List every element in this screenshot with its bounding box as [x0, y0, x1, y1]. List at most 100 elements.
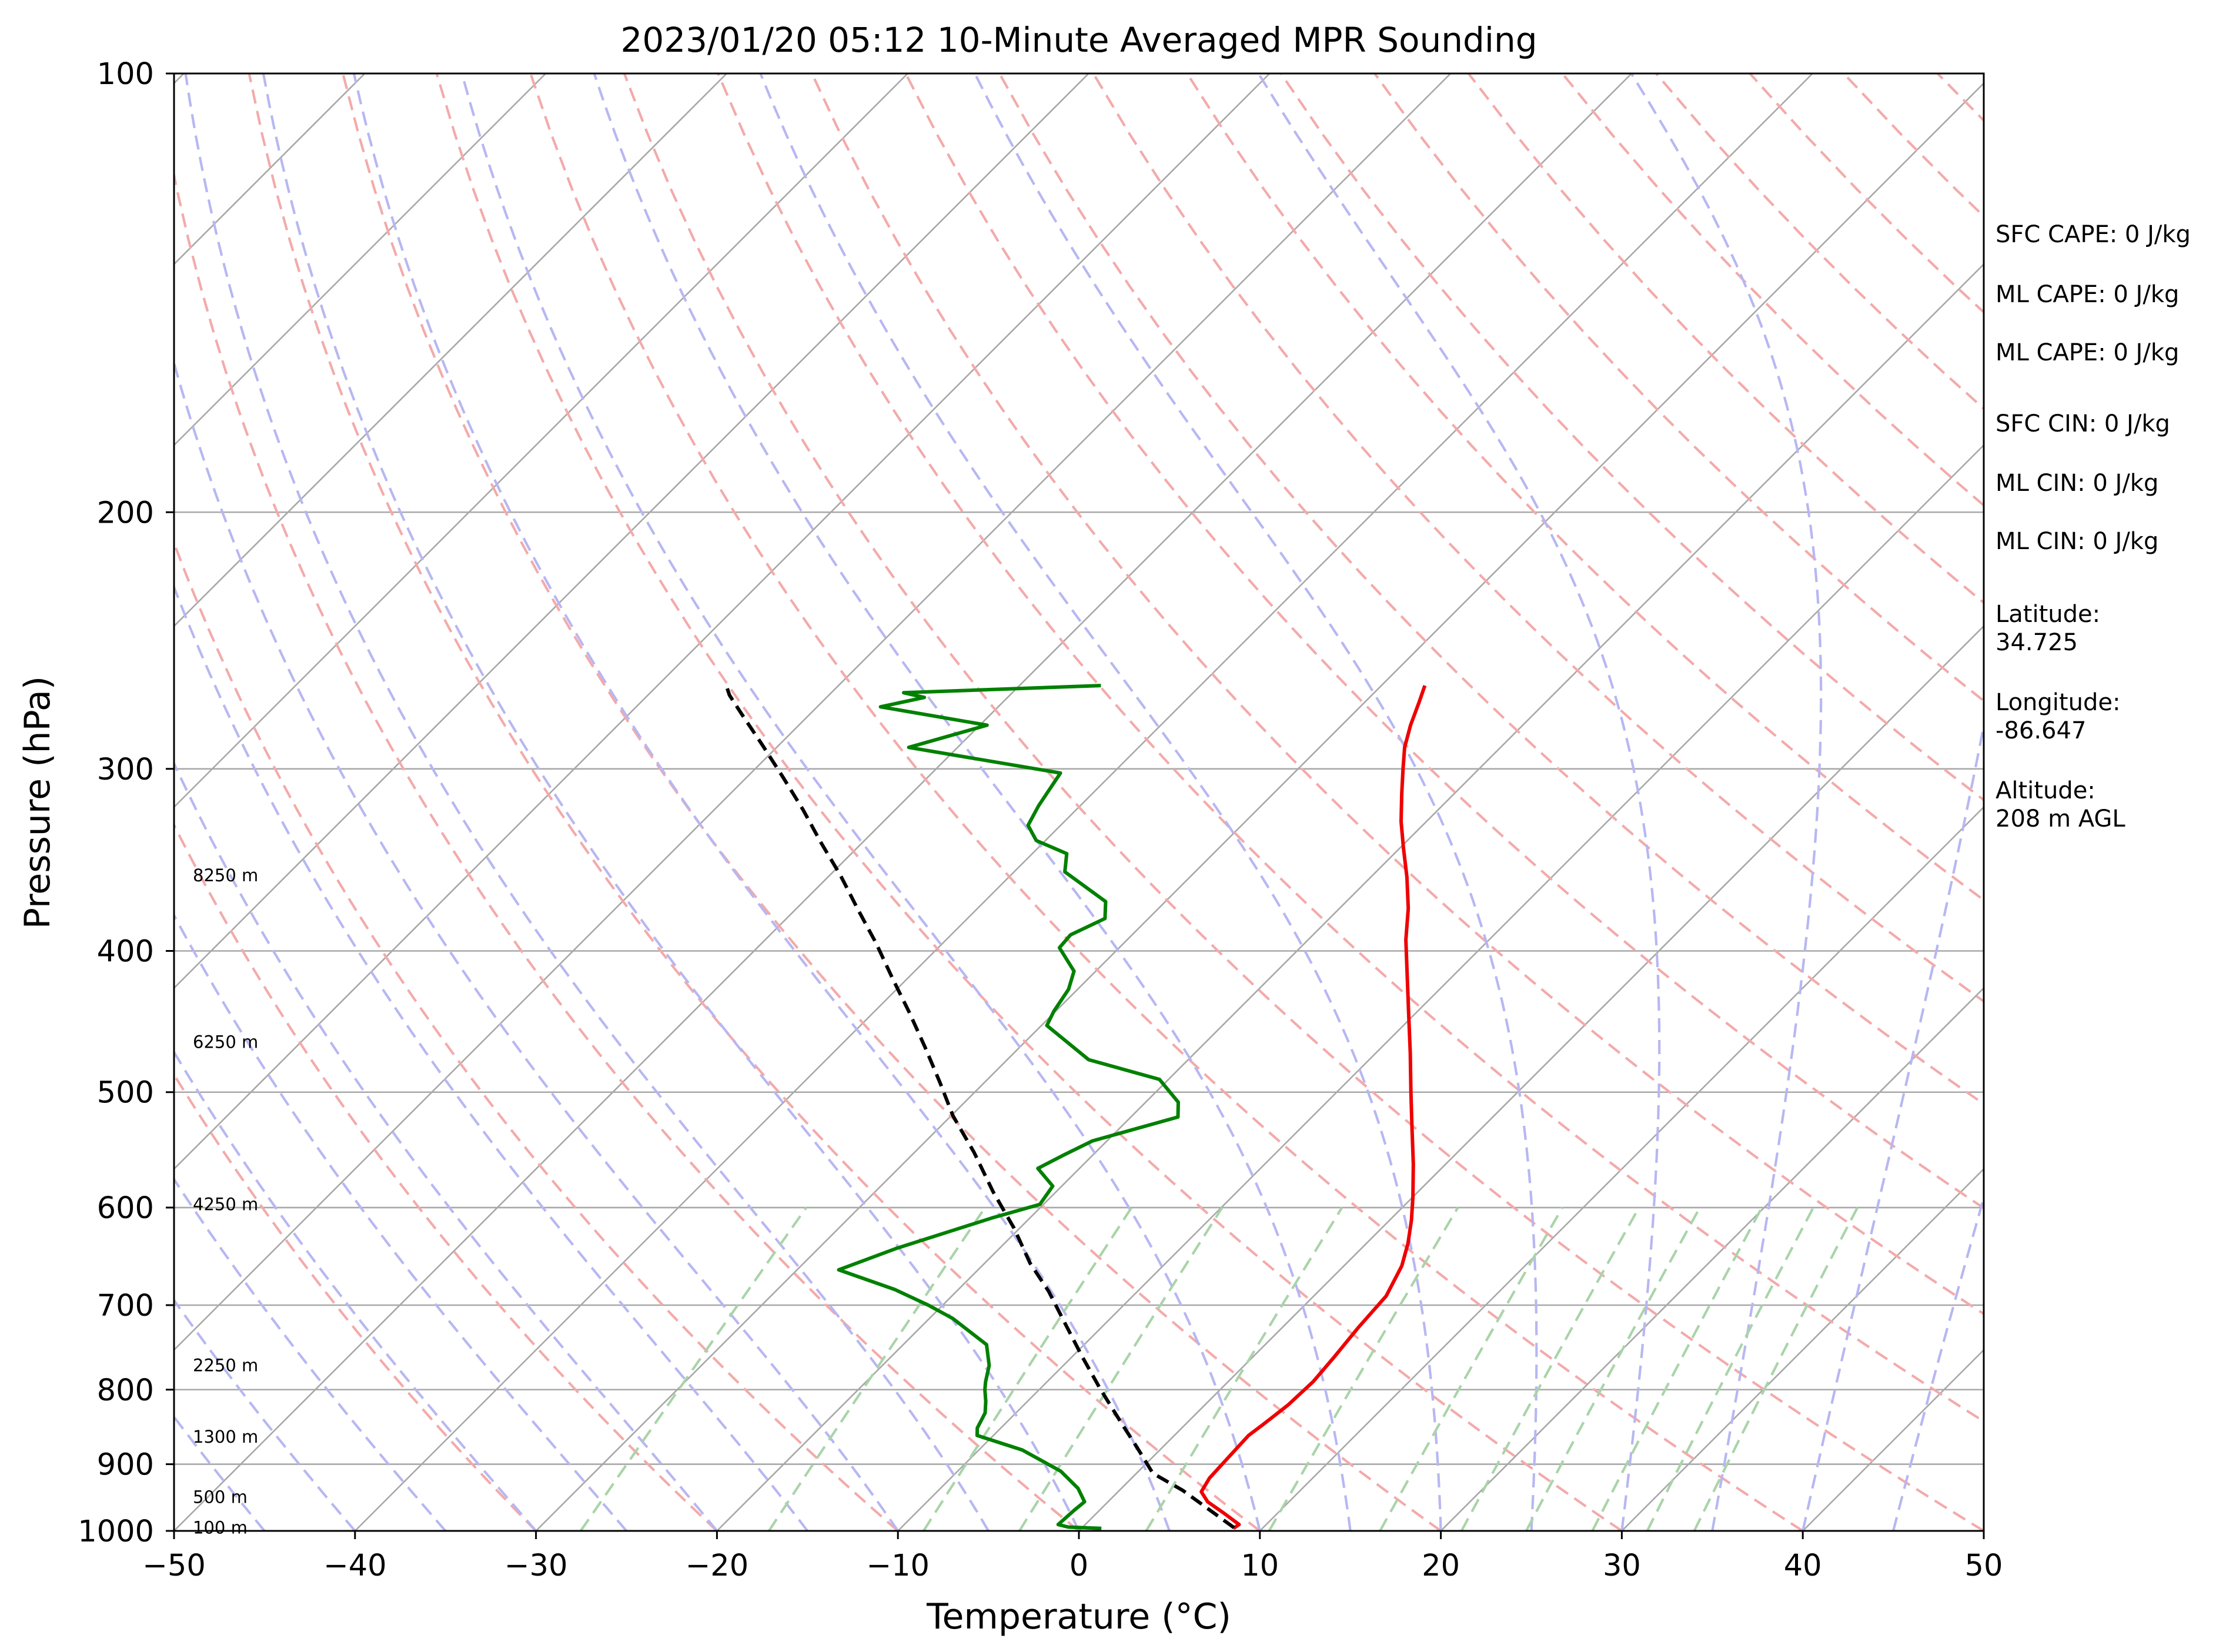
dry-adiabat-line	[529, 73, 1804, 1531]
y-tick-label: 500	[97, 1076, 154, 1111]
isotherm-line	[1440, 986, 1984, 1531]
moist-adiabat-line	[1257, 73, 1661, 1531]
y-tick-label: 100	[97, 57, 154, 92]
dry-adiabat-line	[174, 539, 899, 1531]
isotherm-line	[174, 73, 908, 808]
height-label: 1300 m	[193, 1427, 258, 1447]
temperature-trace	[1199, 685, 1427, 1530]
chart-title: 2023/01/20 05:12 10-Minute Averaged MPR …	[620, 20, 1537, 60]
dry-adiabat-line	[174, 1072, 537, 1531]
mixing-ratio-line	[579, 1206, 808, 1531]
sounding-index-text: ML CIN: 0 J/kg	[1996, 470, 2158, 497]
sounding-index-text: Altitude: 208 m AGL	[1996, 777, 2125, 832]
mixing-ratio-line	[1145, 1206, 1343, 1531]
y-axis-label: Pressure (hPa)	[17, 676, 58, 929]
dry-adiabat-line	[1092, 73, 1984, 1003]
x-tick-label: 10	[1241, 1549, 1279, 1583]
dry-adiabat-line	[1373, 73, 1984, 703]
isotherm-line	[1078, 625, 1984, 1531]
mixing-ratio-line	[923, 1206, 1133, 1531]
moist-adiabat-line	[184, 73, 990, 1531]
moist-adiabat-line	[352, 73, 1171, 1531]
moist-adiabat-line	[174, 1414, 266, 1531]
x-tick-label: −20	[686, 1549, 749, 1583]
mixing-ratio-line	[1268, 1206, 1459, 1531]
sounding-index-text: Latitude: 34.725	[1996, 601, 2100, 656]
moist-adiabat-line	[174, 1177, 447, 1531]
height-label: 4250 m	[193, 1195, 258, 1215]
moist-adiabat-line	[174, 583, 808, 1531]
moist-adiabat-line	[174, 359, 899, 1531]
dry-adiabat-line	[1279, 73, 1984, 802]
y-tick-label: 200	[97, 496, 154, 530]
mixing-ratio-line	[1379, 1206, 1564, 1531]
moist-adiabat-line	[460, 73, 1261, 1531]
isotherm-line	[716, 263, 1984, 1531]
dry-adiabat-line	[811, 73, 1984, 1316]
y-tick-label: 1000	[78, 1514, 154, 1549]
dry-adiabat-line	[174, 822, 718, 1531]
moist-adiabat-line	[174, 760, 718, 1531]
mixing-ratio-line	[1018, 1206, 1224, 1531]
isotherm-line	[174, 73, 1089, 989]
dry-adiabat-line	[904, 73, 1984, 1210]
isotherm-line	[174, 73, 1632, 1531]
y-tick-label: 600	[97, 1191, 154, 1226]
x-tick-label: 20	[1422, 1549, 1460, 1583]
axis-ticks: −50 −40 −30 −20 −10 0 10 20 30 40 50 1000 900 800 700 6…	[78, 57, 2003, 1583]
mixing-ratio-line	[1525, 1206, 1701, 1531]
sounding-index-text: SFC CAPE: 0 J/kg	[1996, 221, 2191, 248]
isotherm-line	[1259, 805, 1984, 1531]
moist-adiabat-line	[174, 1298, 356, 1531]
parcel-trace	[724, 685, 1235, 1530]
y-tick-label: 900	[97, 1448, 154, 1483]
moist-adiabat-line	[593, 73, 1352, 1531]
mixing-ratio-line	[1693, 1207, 1859, 1531]
height-label: 2250 m	[193, 1356, 258, 1376]
isotherm-line	[174, 73, 547, 447]
x-tick-label: −50	[142, 1549, 206, 1583]
sounding-index-text: ML CIN: 0 J/kg	[1996, 528, 2158, 555]
isotherm-line	[1621, 1168, 1984, 1531]
sounding-index-text: ML CAPE: 0 J/kg	[1996, 281, 2179, 308]
height-label: 8250 m	[193, 865, 258, 885]
y-tick-label: 400	[97, 935, 154, 969]
sounding-index-text: Longitude: -86.647	[1996, 689, 2120, 744]
y-tick-label: 300	[97, 753, 154, 787]
isotherm-line	[354, 73, 1813, 1531]
mixing-ratio-line	[1591, 1207, 1763, 1531]
dewpoint-trace	[837, 684, 1180, 1530]
y-tick-label: 800	[97, 1373, 154, 1408]
y-tick-label: 700	[97, 1289, 154, 1323]
sounding-indices: SFC CAPE: 0 J/kg ML CAPE: 0 J/kg ML CAPE: …	[1996, 221, 2191, 832]
height-label: 6250 m	[193, 1032, 258, 1052]
moist-adiabat-line	[174, 1049, 537, 1531]
isotherm-line	[535, 82, 1984, 1531]
x-axis-label: Temperature (°C)	[926, 1596, 1231, 1637]
sounding-traces	[724, 684, 1427, 1530]
mixing-ratio-line	[1646, 1207, 1815, 1531]
moist-adiabat-line	[262, 73, 1080, 1531]
x-tick-label: −10	[866, 1549, 930, 1583]
x-tick-label: 50	[1965, 1549, 2003, 1583]
dry-adiabat-line	[174, 169, 1080, 1531]
isotherm-line	[174, 73, 1452, 1352]
sounding-index-text: SFC CIN: 0 J/kg	[1996, 410, 2170, 437]
dry-adiabat-line	[998, 73, 1984, 1106]
dry-adiabat-line	[623, 73, 1984, 1531]
background-grid	[174, 73, 1984, 1531]
isotherm-line	[174, 73, 1271, 1171]
sounding-index-text: ML CAPE: 0 J/kg	[1996, 339, 2179, 366]
dry-adiabat-line	[717, 73, 1984, 1423]
x-tick-label: 40	[1784, 1549, 1822, 1583]
x-tick-label: −30	[504, 1549, 568, 1583]
height-label: 500 m	[193, 1487, 248, 1507]
moist-adiabat-line	[974, 73, 1538, 1531]
isotherm-line	[897, 444, 1984, 1531]
x-tick-label: 30	[1603, 1549, 1641, 1583]
dry-adiabat-line	[342, 73, 1442, 1531]
x-tick-label: 0	[1069, 1549, 1088, 1583]
isotherm-line	[174, 73, 727, 627]
mixing-ratio-line	[768, 1206, 987, 1531]
